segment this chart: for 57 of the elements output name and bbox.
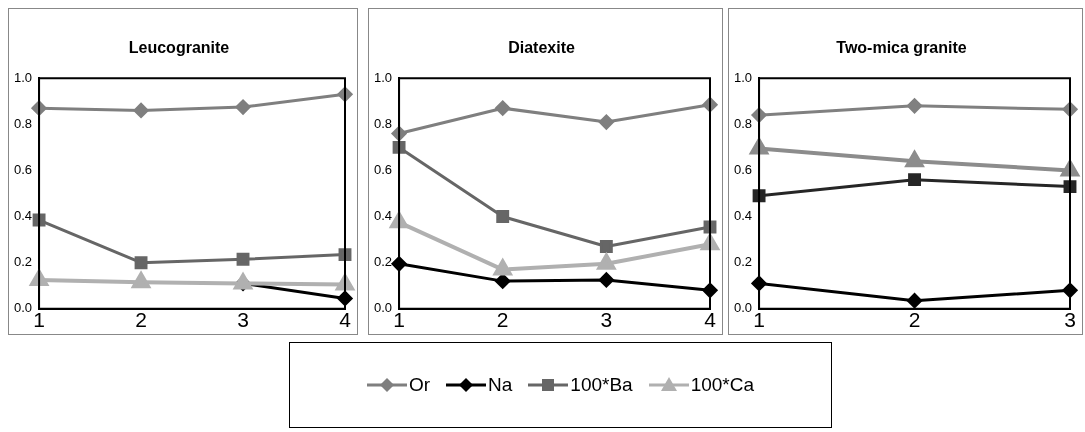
point (236, 252, 250, 266)
y-tick-label: 0.6 (373, 162, 393, 178)
point (907, 98, 923, 114)
y-tick-label: 0.0 (13, 300, 33, 316)
x-tick-label: 2 (496, 308, 509, 332)
point (496, 210, 510, 224)
point (235, 99, 251, 115)
y-tick-label: 0.4 (13, 208, 33, 224)
y-tick-label: 1.0 (373, 69, 393, 85)
point (750, 138, 768, 155)
point (495, 273, 511, 289)
point (392, 140, 406, 154)
chart-title: Diatexite (508, 39, 575, 57)
legend-label: Or (408, 374, 431, 396)
y-tick-label: 0.4 (733, 208, 753, 224)
x-tick-label: 3 (237, 308, 249, 332)
x-tick-label: 1 (393, 308, 405, 332)
point (752, 189, 766, 203)
point (134, 256, 148, 270)
chart-title: Leucogranite (128, 39, 230, 57)
x-tick-label: 2 (135, 308, 147, 332)
x-tick-label: 1 (33, 308, 45, 332)
y-tick-label: 0.0 (733, 300, 753, 316)
x-tick-label: 3 (600, 308, 613, 332)
legend-label: 100*Ba (570, 374, 633, 396)
y-tick-label: 0.2 (373, 254, 393, 270)
point (495, 100, 511, 116)
y-tick-label: 0.8 (373, 115, 393, 131)
point (30, 269, 48, 286)
x-tick-label: 2 (908, 308, 921, 332)
y-tick-label: 0.2 (733, 254, 753, 270)
y-tick-label: 1.0 (13, 69, 33, 85)
y-tick-label: 0.6 (13, 162, 33, 178)
y-tick-label: 0.2 (13, 254, 33, 270)
point (597, 253, 616, 270)
x-tick-label: 4 (339, 308, 352, 332)
point (336, 274, 354, 291)
point (599, 240, 613, 253)
point (132, 272, 150, 289)
x-tick-label: 3 (1064, 308, 1076, 332)
point (907, 293, 923, 309)
y-tick-label: 0.6 (733, 162, 753, 178)
legend-label: 100*Ca (690, 374, 755, 396)
y-tick-label: 0.0 (373, 300, 393, 316)
y-tick-label: 0.8 (733, 115, 753, 131)
chart-title: Two-mica granite (836, 39, 967, 57)
point (133, 102, 149, 118)
y-tick-label: 0.4 (373, 208, 393, 224)
y-tick-label: 0.8 (13, 115, 33, 131)
legend-label: Na (488, 374, 513, 396)
y-tick-label: 1.0 (733, 69, 753, 85)
point (598, 114, 614, 130)
point (908, 173, 921, 187)
x-tick-label: 1 (753, 308, 765, 332)
x-tick-label: 4 (704, 308, 717, 332)
point (905, 151, 924, 168)
point (598, 272, 614, 288)
